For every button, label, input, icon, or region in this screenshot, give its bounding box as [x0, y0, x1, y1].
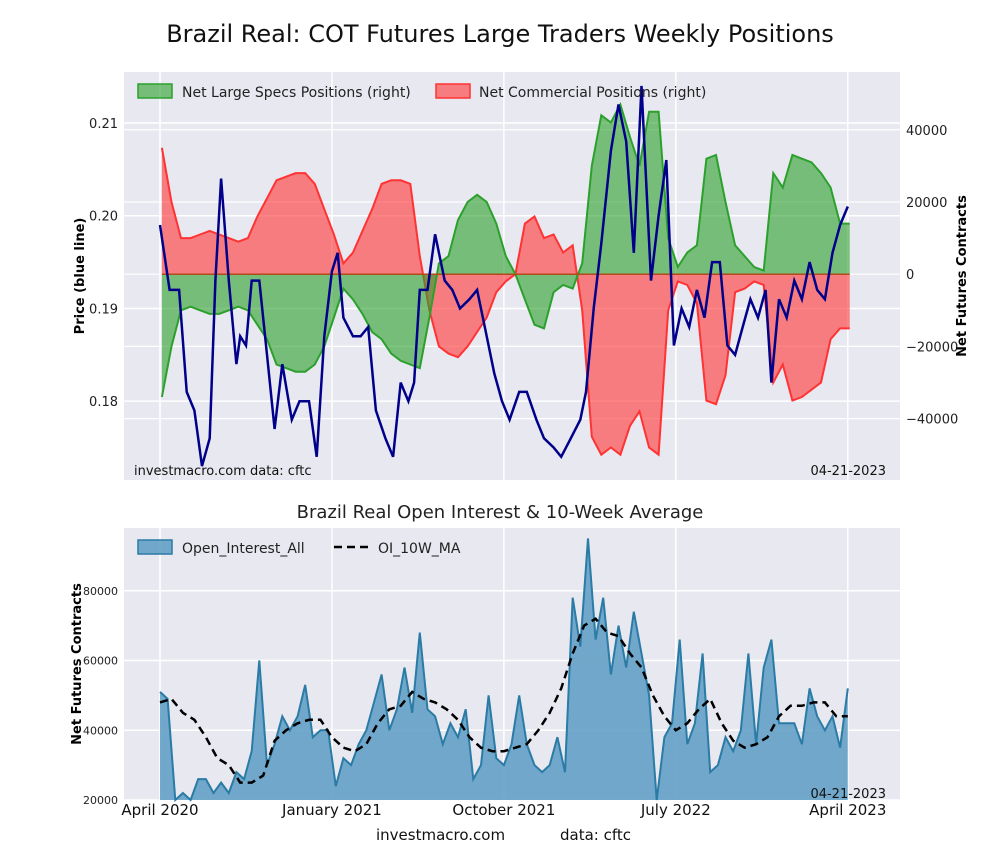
x-tick-label: July 2022	[640, 801, 711, 819]
bottom-axis-title: Net Futures Contracts	[70, 583, 85, 745]
legend-specs-swatch	[137, 83, 173, 99]
top-watermark-left: investmacro.com data: cftc	[134, 464, 312, 479]
footer-source: data: cftc	[560, 826, 632, 844]
top-watermark-right: 04-21-2023	[810, 464, 886, 479]
legend-commercial-swatch	[435, 83, 471, 99]
right-tick-label: −20000	[906, 340, 958, 355]
bottom-y-tick-label: 40000	[83, 724, 118, 737]
right-tick-label: 0	[906, 268, 914, 283]
right-tick-label: −40000	[906, 413, 958, 428]
x-tick-label: April 2023	[809, 801, 886, 819]
open-interest-area	[160, 538, 848, 800]
legend-oi-swatch	[137, 539, 173, 555]
left-tick-label: 0.18	[89, 395, 118, 410]
oi-ma-line	[159, 617, 848, 784]
x-tick-label: April 2020	[121, 801, 198, 819]
bottom-watermark-right: 04-21-2023	[810, 787, 886, 802]
bottom-y-tick-label: 60000	[83, 655, 118, 668]
bottom-y-tick-label: 20000	[83, 794, 118, 807]
legend-specs-label: Net Large Specs Positions (right)	[182, 85, 411, 101]
legend-ma-label: OI_10W_MA	[378, 541, 461, 557]
left-axis-title: Price (blue line)	[73, 218, 88, 335]
chart-title: Brazil Real: COT Futures Large Traders W…	[166, 20, 834, 48]
chart-subtitle: Brazil Real Open Interest & 10-Week Aver…	[296, 502, 704, 523]
specs-line	[160, 101, 850, 398]
commercial-area	[161, 147, 850, 455]
legend-commercial-label: Net Commercial Positions (right)	[479, 85, 706, 101]
x-tick-label: October 2021	[452, 801, 555, 819]
open-interest-line	[159, 538, 849, 803]
legend-oi-label: Open_Interest_All	[182, 541, 305, 557]
specs-area	[161, 104, 850, 397]
x-tick-label: January 2021	[281, 801, 382, 819]
left-tick-label: 0.21	[89, 117, 118, 132]
right-tick-label: 20000	[906, 196, 947, 211]
right-axis-title: Net Futures Contracts	[955, 195, 970, 357]
left-tick-label: 0.19	[89, 302, 118, 317]
commercial-line	[160, 147, 850, 457]
right-tick-label: 40000	[906, 124, 947, 139]
price-line	[158, 85, 849, 467]
bottom-y-tick-label: 80000	[83, 585, 118, 598]
left-tick-label: 0.20	[89, 210, 118, 225]
footer-site: investmacro.com	[376, 826, 506, 844]
